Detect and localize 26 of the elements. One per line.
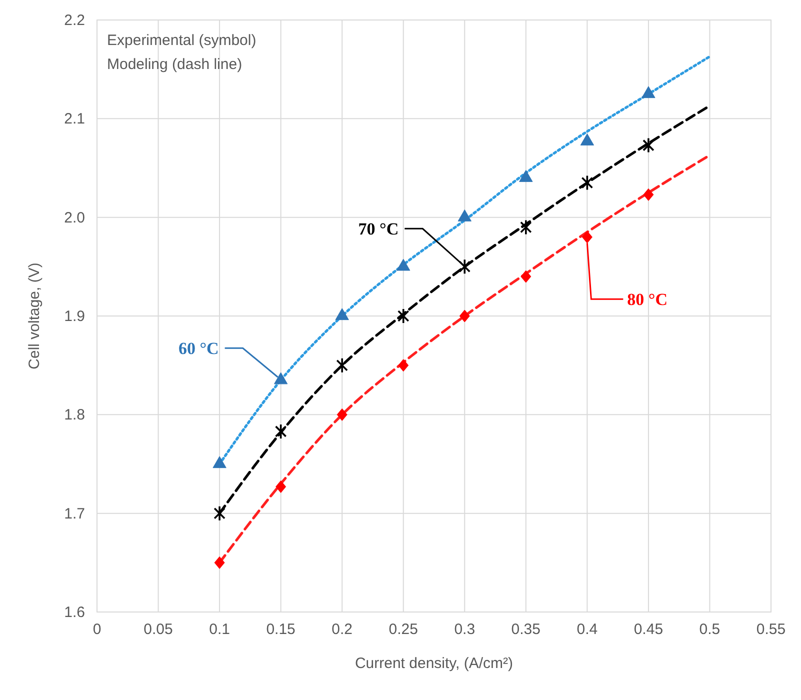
- y-tick-label: 2.0: [64, 209, 85, 226]
- annotation: Experimental (symbol): [107, 32, 256, 49]
- x-tick-label: 0.5: [699, 621, 720, 638]
- y-tick-label: 1.8: [64, 406, 85, 424]
- x-tick-label: 0.55: [756, 621, 786, 638]
- y-tick-label: 2.2: [64, 12, 85, 29]
- x-tick-label: 0.3: [454, 621, 476, 638]
- x-tick-label: 0.15: [266, 621, 296, 638]
- y-tick-label: 1.6: [64, 604, 85, 621]
- y-axis-title: Cell voltage, (V): [26, 262, 43, 370]
- x-tick-label: 0.4: [576, 621, 598, 638]
- y-tick-label: 1.9: [64, 308, 85, 325]
- y-tick-label: 2.1: [64, 110, 85, 128]
- x-tick-label: 0.45: [634, 621, 664, 638]
- x-axis-title: Current density, (A/cm²): [354, 655, 514, 672]
- x-tick-label: 0.2: [332, 621, 353, 638]
- text: 70 °C: [358, 220, 399, 239]
- x-tick-label: 0.1: [209, 621, 230, 638]
- x-tick-label: 0.05: [144, 621, 173, 638]
- x-tick-label: 0: [92, 621, 102, 638]
- x-tick-label: 0.35: [511, 621, 541, 638]
- x-tick-label: 0.25: [388, 621, 418, 638]
- annotation: Modeling (dash line): [107, 56, 242, 73]
- y-tick-label: 1.7: [64, 505, 85, 522]
- text: 60 °C: [178, 339, 219, 358]
- text: 80 °C: [627, 290, 668, 310]
